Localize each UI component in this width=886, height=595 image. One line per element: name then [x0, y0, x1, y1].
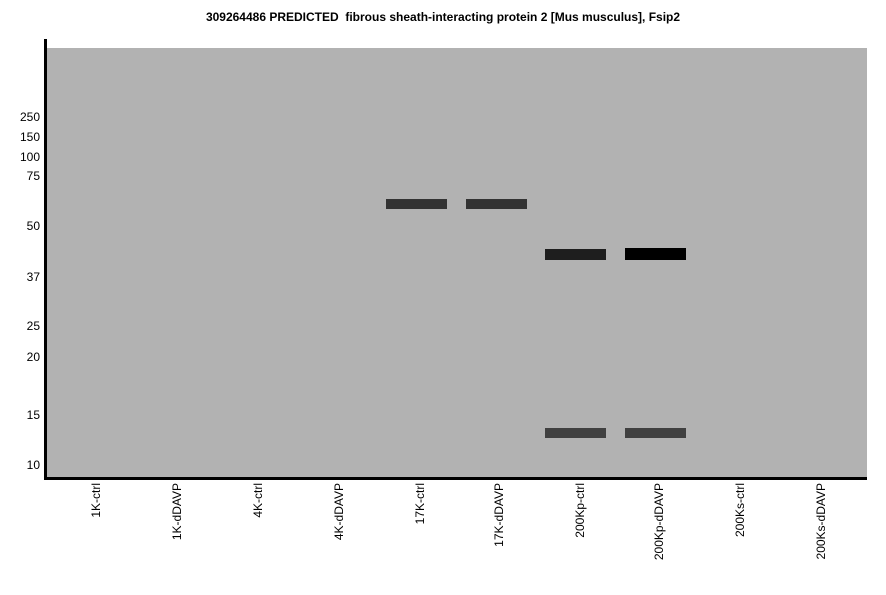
lane-label: 200Ks-ctrl: [733, 483, 747, 538]
chart-title: 309264486 PREDICTED fibrous sheath-inter…: [205, 10, 681, 24]
y-tick-label: 100: [19, 150, 40, 164]
y-tick-label: 75: [26, 169, 40, 183]
lane-label: 17K-dDAVP: [492, 483, 506, 547]
protein-band: [465, 199, 527, 209]
x-axis-line: [44, 477, 867, 480]
plot-area: [47, 48, 867, 477]
lane-label: 4K-ctrl: [251, 483, 265, 518]
y-tick-label: 25: [26, 319, 40, 333]
protein-band: [624, 428, 686, 438]
protein-band: [544, 428, 606, 438]
y-tick-label: 50: [26, 219, 40, 233]
lane-label: 1K-dDAVP: [170, 483, 184, 541]
protein-band: [544, 248, 606, 260]
y-tick-label: 250: [19, 110, 40, 124]
y-tick-label: 37: [26, 270, 40, 284]
lane-label: 1K-ctrl: [89, 483, 103, 518]
y-axis-line: [44, 39, 47, 480]
y-tick-label: 20: [26, 350, 40, 364]
lane-label: 200Ks-dDAVP: [814, 483, 828, 560]
lane-label: 200Kp-dDAVP: [652, 483, 666, 561]
lane-label: 17K-ctrl: [413, 483, 427, 525]
y-tick-label: 10: [26, 458, 40, 472]
protein-band: [385, 199, 447, 209]
lane-label: 4K-dDAVP: [332, 483, 346, 541]
protein-band: [624, 248, 686, 260]
lane-label: 200Kp-ctrl: [573, 483, 587, 538]
y-tick-label: 15: [26, 408, 40, 422]
y-tick-label: 150: [19, 130, 40, 144]
